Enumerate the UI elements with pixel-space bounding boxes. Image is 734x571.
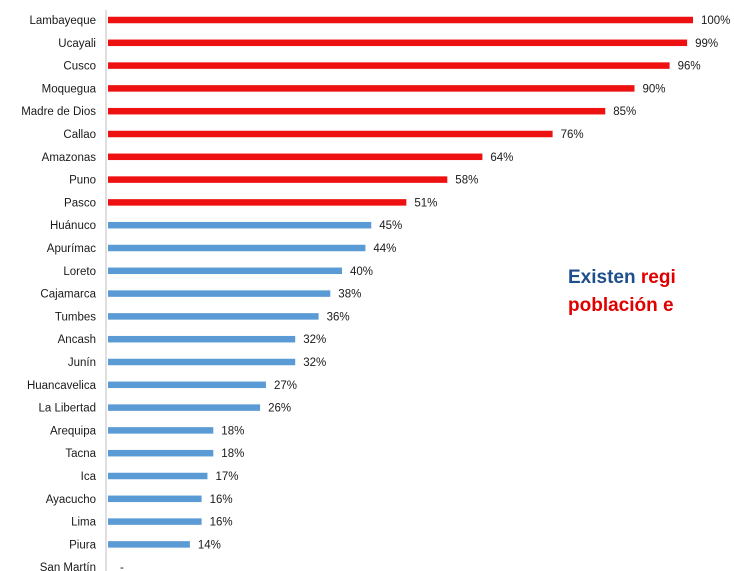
value-label: 58% [455,175,478,187]
category-label: Cajamarca [40,289,96,301]
bar [108,244,366,252]
value-label: 26% [268,403,291,415]
value-label: 36% [327,311,350,323]
value-label: 100% [701,15,730,27]
category-label: Callao [63,129,96,141]
bar [108,153,483,161]
category-label: Huánuco [50,220,96,232]
bar [108,518,202,525]
value-label: 90% [643,83,666,95]
bar [108,85,635,92]
category-label: Pasco [64,197,96,209]
category-label: Huancavelica [27,380,97,392]
value-label: 51% [414,197,437,209]
category-label: Tacna [65,448,96,460]
bar [108,495,202,503]
annotation-line-1: Existen regi [568,264,734,292]
value-label: 85% [613,106,636,118]
chart-annotation: Existen regi población e [568,264,734,320]
bar [108,472,208,480]
value-label: 27% [274,380,297,392]
bar [108,427,214,434]
bar [108,541,190,548]
value-label: 14% [198,539,221,551]
value-label: 18% [221,425,244,437]
value-label: 40% [350,266,373,278]
bar [108,449,214,457]
category-label: Puno [69,175,96,187]
value-label: 32% [303,357,326,369]
value-label: 76% [561,129,584,141]
value-label: 45% [379,220,402,232]
category-label: Ayacucho [46,494,96,506]
bar [108,107,606,115]
category-label: Madre de Dios [21,106,96,118]
bar [108,199,407,206]
category-label: Moquegua [42,83,97,95]
bar [108,358,296,366]
value-label: 16% [210,517,233,529]
bar [108,62,670,69]
annotation-text-red: regi [640,267,676,288]
bar [108,313,319,320]
value-label: 64% [490,152,513,164]
bar [108,176,448,183]
value-label: 96% [678,61,701,73]
bar [108,404,261,411]
bar [108,16,693,24]
annotation-text-blue: Existen [568,267,641,288]
category-label: Amazonas [42,152,97,164]
annotation-line-2: población e [568,295,674,316]
value-label: 44% [373,243,396,255]
bar [108,221,372,229]
category-label: Apurímac [47,243,96,255]
value-label: 16% [210,494,233,506]
bar [108,381,266,389]
value-label: 17% [215,471,238,483]
bar [108,39,688,47]
value-label: 32% [303,334,326,346]
category-label: Arequipa [50,425,97,437]
category-label: Piura [69,539,96,551]
category-label: Cusco [63,61,96,73]
value-label: 38% [338,289,361,301]
category-label: Lima [71,517,97,529]
bar [108,335,296,343]
category-label: Junín [68,357,96,369]
category-label: Ucayali [58,38,96,50]
value-label: 99% [695,38,718,50]
bar [108,290,331,297]
category-label: Tumbes [55,311,96,323]
category-label: Loreto [63,266,96,278]
category-label: San Martín [40,562,96,571]
value-label: - [120,562,124,571]
category-label: Ancash [58,334,96,346]
value-label: 18% [221,448,244,460]
category-label: La Libertad [38,403,96,415]
bar [108,267,342,275]
category-label: Ica [81,471,97,483]
category-label: Lambayeque [30,15,97,27]
bar [108,130,553,138]
